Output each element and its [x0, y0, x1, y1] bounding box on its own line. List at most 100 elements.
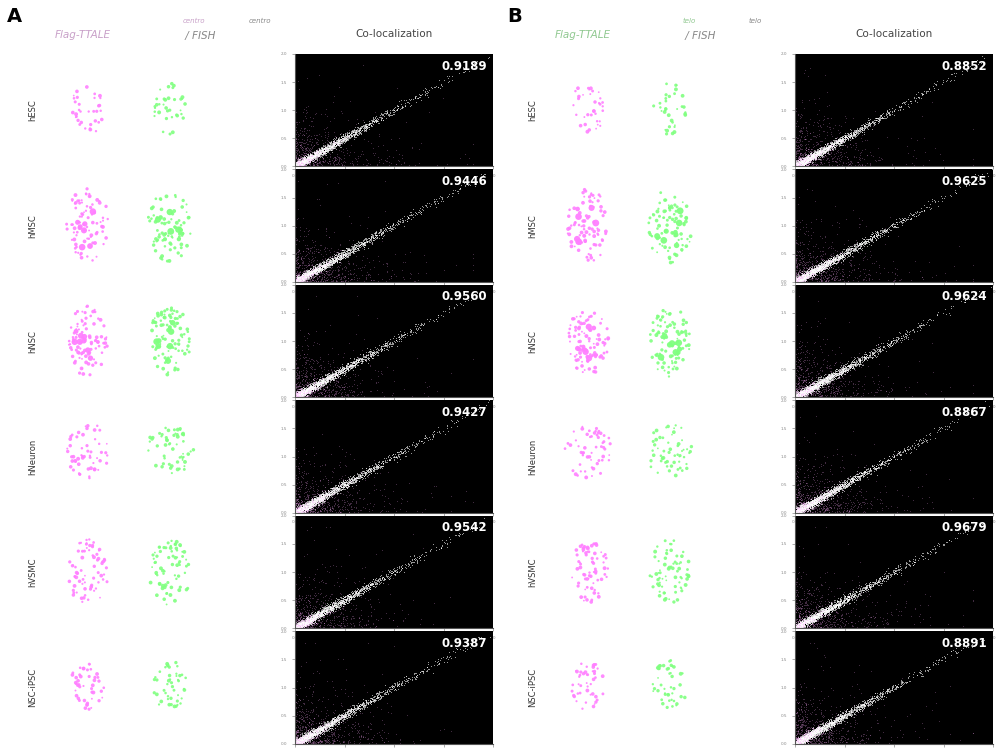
Point [807, 266, 823, 278]
Point [293, 390, 309, 402]
Point [299, 264, 315, 276]
Point [788, 619, 804, 631]
Point [802, 270, 818, 282]
Point [807, 497, 823, 509]
Point [335, 134, 351, 146]
Point [792, 160, 808, 172]
Point [256, 434, 272, 446]
Point [83, 310, 99, 322]
Point [302, 599, 318, 611]
Point [312, 497, 328, 509]
Point [791, 380, 807, 392]
Point [663, 351, 679, 363]
Point [812, 270, 828, 282]
Point [789, 622, 805, 634]
Point [816, 377, 832, 389]
Point [795, 122, 811, 134]
Point [166, 305, 182, 317]
Point [820, 255, 836, 267]
Point [790, 158, 806, 170]
Point [792, 270, 808, 282]
Point [811, 724, 827, 736]
Point [798, 730, 814, 742]
Point [830, 601, 846, 613]
Point [304, 496, 320, 508]
Point [791, 274, 807, 286]
Point [804, 376, 820, 388]
Point [361, 118, 377, 130]
Point [803, 153, 819, 165]
Point [288, 139, 304, 151]
Point [295, 273, 311, 285]
Point [289, 731, 305, 743]
Point [795, 490, 811, 502]
Point [326, 715, 342, 727]
Point [803, 153, 819, 165]
Point [318, 258, 334, 270]
Point [297, 734, 313, 746]
Point [358, 349, 374, 361]
Point [426, 81, 442, 93]
Point [846, 242, 862, 254]
Point [810, 604, 826, 616]
Point [816, 722, 832, 734]
Point [965, 289, 981, 301]
Point [325, 371, 341, 383]
Point [866, 616, 882, 628]
Point [816, 255, 832, 267]
Point [796, 503, 812, 515]
Point [322, 143, 338, 155]
Point [300, 266, 316, 278]
Point [837, 497, 853, 509]
Point [793, 494, 809, 506]
Point [317, 253, 333, 265]
Point [796, 499, 812, 511]
Point [792, 158, 808, 170]
Point [807, 726, 823, 738]
Point [296, 730, 312, 742]
Point [312, 725, 328, 737]
Point [840, 243, 856, 255]
Point [290, 160, 306, 172]
Point [845, 592, 861, 604]
Point [793, 617, 809, 629]
Point [325, 601, 341, 613]
Point [820, 481, 836, 493]
Point [306, 610, 322, 622]
Point [82, 347, 98, 359]
Point [297, 384, 313, 396]
Point [315, 372, 331, 383]
Point [298, 267, 314, 279]
Point [293, 593, 309, 605]
Point [292, 507, 308, 519]
Point [334, 363, 350, 374]
Point [332, 598, 348, 610]
Point [803, 726, 819, 738]
Point [792, 493, 808, 505]
Point [304, 488, 320, 500]
Point [395, 216, 411, 228]
Point [788, 389, 804, 401]
Point [289, 273, 305, 285]
Point [801, 727, 817, 739]
Point [287, 734, 303, 746]
Point [803, 264, 819, 276]
Point [797, 268, 813, 280]
Point [735, 85, 751, 97]
Point [295, 374, 311, 386]
Point [787, 737, 803, 749]
Point [787, 276, 803, 288]
Point [794, 384, 810, 396]
Point [950, 413, 966, 425]
Point [811, 148, 827, 160]
Point [457, 645, 473, 657]
Point [816, 722, 832, 734]
Point [86, 318, 102, 330]
Point [927, 195, 943, 207]
Point [820, 258, 836, 270]
Point [290, 274, 306, 286]
Point [371, 688, 387, 700]
Point [302, 390, 318, 402]
Point [360, 466, 376, 478]
Point [323, 373, 339, 385]
